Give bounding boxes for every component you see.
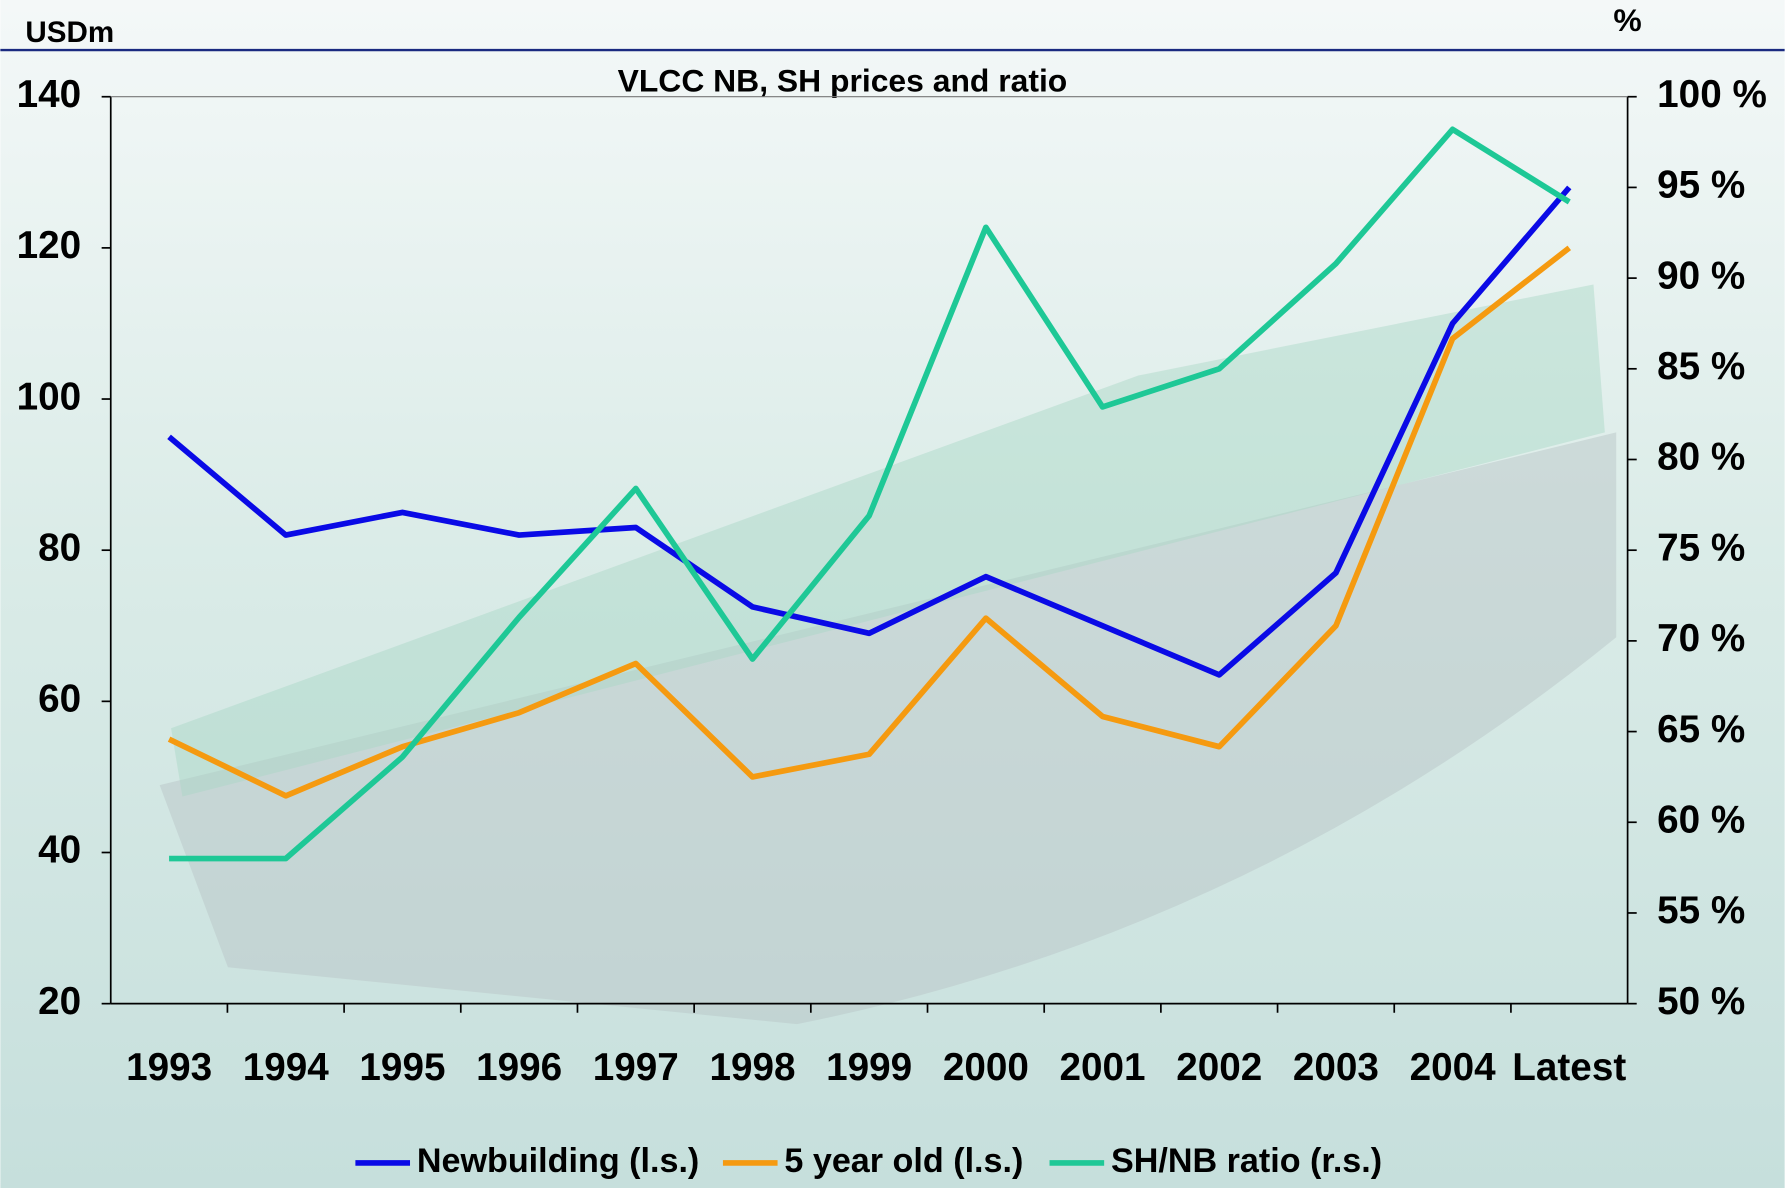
x-tick-label: 1994 xyxy=(243,1046,330,1089)
x-tick-label: 2000 xyxy=(943,1046,1029,1089)
x-tick-label: 2003 xyxy=(1293,1046,1379,1089)
y-tick-label: 60 xyxy=(38,678,81,721)
y2-tick-label: 60 % xyxy=(1657,798,1745,841)
x-tick-label: 2004 xyxy=(1410,1046,1497,1089)
y2-tick-label: 95 % xyxy=(1657,164,1745,207)
y-tick-label: 80 xyxy=(38,526,81,569)
y2-tick-label: 70 % xyxy=(1657,617,1745,660)
y2-tick-label: 55 % xyxy=(1657,889,1745,932)
y-tick-label: 20 xyxy=(38,980,81,1023)
x-tick-label: 1997 xyxy=(593,1046,679,1089)
x-tick-label: 1998 xyxy=(709,1046,795,1089)
y2-tick-label: 85 % xyxy=(1657,345,1745,388)
y2-tick-label: 75 % xyxy=(1657,526,1745,569)
y2-tick-label: 50 % xyxy=(1657,980,1745,1023)
series-line xyxy=(167,185,1572,678)
y2-tick-label: 100 % xyxy=(1657,73,1767,116)
legend-label: 5 year old (l.s.) xyxy=(784,1142,1023,1180)
y-tick-label: 100 xyxy=(17,375,82,418)
x-tick-label: 1993 xyxy=(126,1046,212,1089)
x-tick-label: Latest xyxy=(1512,1046,1626,1089)
x-tick-label: 1995 xyxy=(359,1046,445,1089)
y-axis-label: USDm xyxy=(25,16,114,49)
series-line xyxy=(167,245,1572,799)
legend-label: SH/NB ratio (r.s.) xyxy=(1111,1142,1382,1180)
y-tick-label: 120 xyxy=(17,224,82,267)
y2-axis-label: % xyxy=(1613,2,1641,38)
y-tick-label: 140 xyxy=(17,73,82,116)
ship-deck xyxy=(171,284,1605,797)
x-tick-label: 2002 xyxy=(1176,1046,1262,1089)
y2-tick-label: 90 % xyxy=(1657,254,1745,297)
chart-title: VLCC NB, SH prices and ratio xyxy=(618,62,1068,98)
series-line xyxy=(169,126,1571,862)
y-tick-label: 40 xyxy=(38,829,81,872)
legend-label: Newbuilding (l.s.) xyxy=(417,1142,699,1180)
y2-tick-label: 80 % xyxy=(1657,436,1745,479)
x-tick-label: 1996 xyxy=(476,1046,562,1089)
x-tick-label: 1999 xyxy=(826,1046,912,1089)
x-tick-label: 2001 xyxy=(1060,1046,1146,1089)
y2-tick-label: 65 % xyxy=(1657,708,1745,751)
